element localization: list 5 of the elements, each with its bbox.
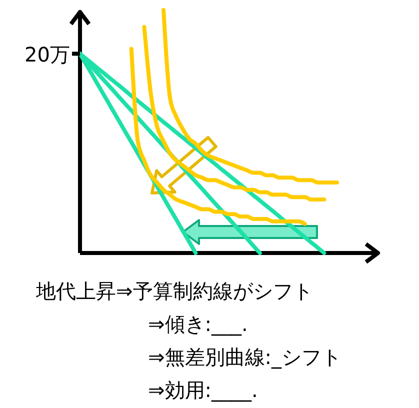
text: ⇒効用:____.	[148, 378, 258, 402]
text: 地代上昇⇒予算制約線がシフト	[35, 279, 313, 303]
text: 20万	[24, 42, 70, 67]
text: ⇒無差別曲線:_シフト	[148, 345, 342, 369]
text: ⇒傾き:___.	[148, 312, 248, 336]
